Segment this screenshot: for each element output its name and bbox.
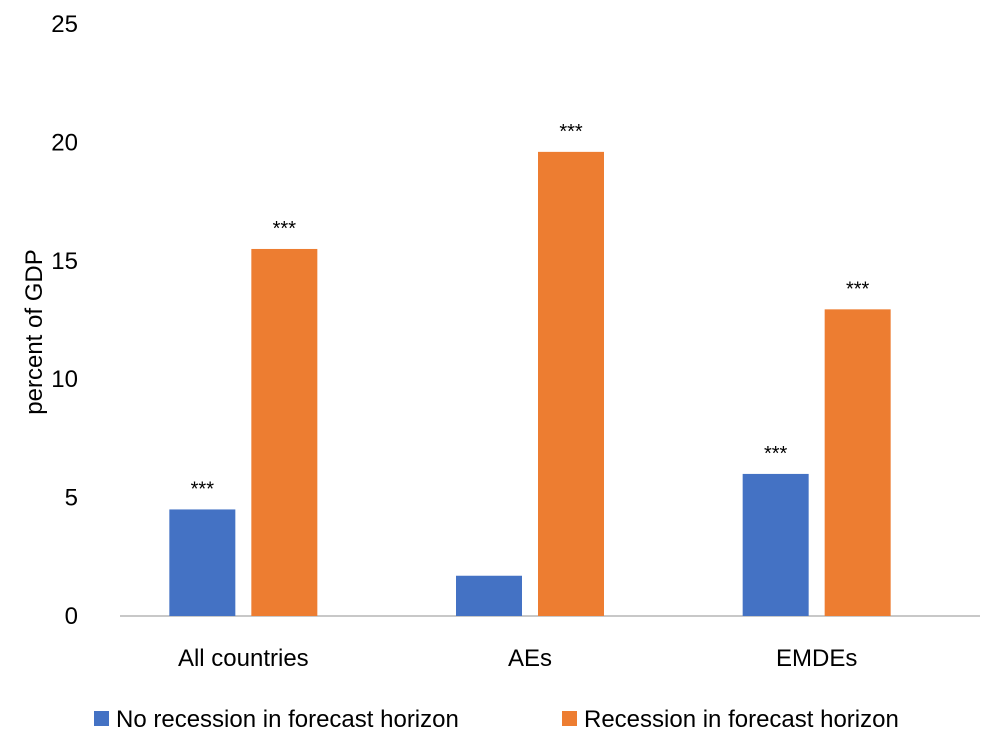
x-axis-tick-labels: All countries AEs EMDEs	[178, 645, 857, 672]
significance-label: ***	[559, 121, 583, 143]
bars: *** *** *** *** ***	[169, 121, 891, 616]
y-tick-label: 25	[51, 11, 78, 38]
bar-recession-1	[538, 151, 604, 616]
x-tick-label: EMDEs	[776, 645, 857, 672]
x-tick-label: All countries	[178, 645, 309, 672]
legend: No recession in forecast horizon Recessio…	[94, 706, 899, 733]
legend-label: No recession in forecast horizon	[116, 706, 459, 733]
bar-no-recession-2	[742, 473, 809, 616]
bar-recession-2	[824, 309, 891, 616]
significance-label: ***	[273, 218, 297, 240]
legend-item: Recession in forecast horizon	[562, 706, 899, 733]
legend-swatch	[562, 711, 577, 726]
y-axis-label: percent of GDP	[21, 249, 48, 414]
legend-label: Recession in forecast horizon	[584, 706, 899, 733]
significance-label: ***	[846, 278, 870, 300]
legend-swatch	[94, 711, 109, 726]
y-tick-label: 20	[51, 129, 78, 156]
y-tick-label: 5	[65, 485, 78, 512]
y-tick-label: 15	[51, 248, 78, 275]
significance-label: ***	[191, 478, 215, 500]
y-axis: 0 5 10 15 20 25	[51, 11, 78, 630]
significance-label: ***	[764, 443, 788, 465]
y-tick-label: 0	[65, 603, 78, 630]
bar-no-recession-0	[169, 509, 236, 616]
bar-recession-0	[251, 248, 318, 616]
y-tick-label: 10	[51, 366, 78, 393]
x-tick-label: AEs	[508, 645, 552, 672]
bar-no-recession-1	[456, 575, 522, 616]
legend-item: No recession in forecast horizon	[94, 706, 459, 733]
